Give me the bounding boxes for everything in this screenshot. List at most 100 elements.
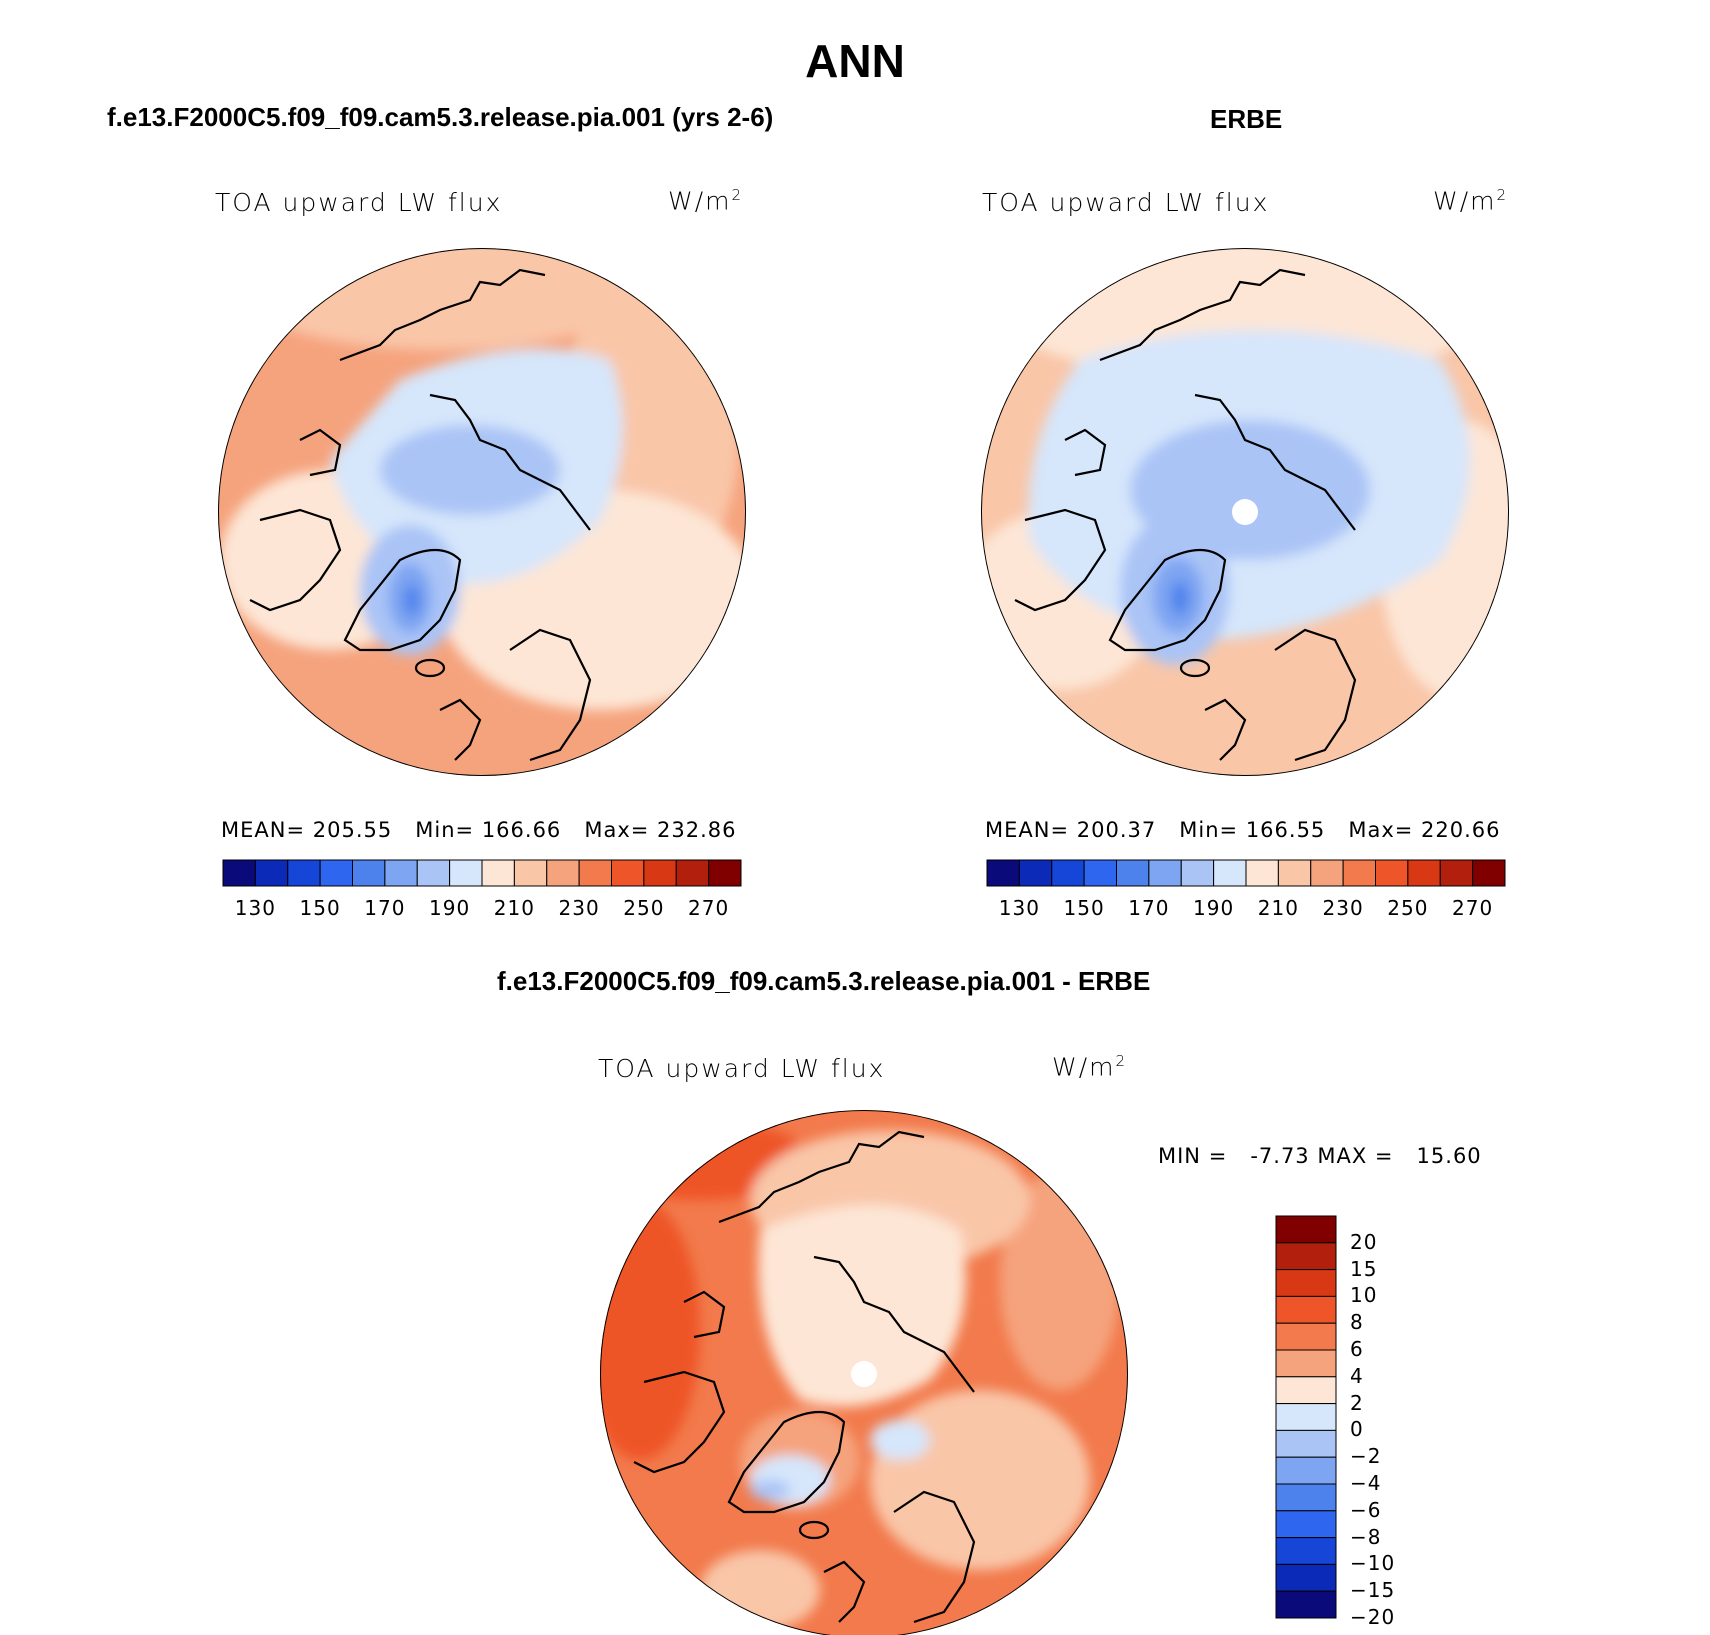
panel-obs-units: W/m2 bbox=[1433, 186, 1509, 216]
colorbar-model-swatch bbox=[546, 859, 580, 887]
map-model-coastlines bbox=[249, 268, 592, 762]
map-obs bbox=[981, 248, 1509, 776]
panel-obs-stats: MEAN= 200.37 Min= 166.55 Max= 220.66 bbox=[985, 818, 1501, 842]
colorbar-diff bbox=[1275, 1215, 1337, 1619]
colorbar-diff-swatch bbox=[1275, 1215, 1337, 1244]
colorbar-model-swatch bbox=[449, 859, 483, 887]
colorbar-obs-swatch bbox=[1439, 859, 1474, 887]
map-diff-pole-gap bbox=[851, 1361, 877, 1387]
colorbar-obs-swatch bbox=[1245, 859, 1279, 887]
colorbar-obs-swatch bbox=[1180, 859, 1215, 887]
panel-obs-variable: TOA upward LW flux bbox=[982, 188, 1270, 217]
colorbar-obs-swatch bbox=[1116, 859, 1150, 887]
colorbar-diff-tick-label: −20 bbox=[1350, 1605, 1396, 1629]
colorbar-model-swatch bbox=[384, 859, 418, 887]
colorbar-diff-swatch bbox=[1275, 1295, 1337, 1324]
colorbar-diff-tick-label: 8 bbox=[1350, 1310, 1364, 1335]
map-diff bbox=[600, 1110, 1128, 1635]
colorbar-model-swatch bbox=[254, 859, 289, 887]
panel-model-variable: TOA upward LW flux bbox=[215, 188, 503, 217]
colorbar-model-tick-label: 190 bbox=[429, 896, 471, 920]
colorbar-diff-tick-label: 4 bbox=[1350, 1363, 1364, 1388]
colorbar-obs-swatch bbox=[1148, 859, 1182, 887]
colorbar-diff-swatch bbox=[1275, 1242, 1337, 1271]
panel-diff-stats: MIN = -7.73 MAX = 15.60 bbox=[1158, 1144, 1482, 1168]
colorbar-model-swatch bbox=[416, 859, 451, 887]
colorbar-diff-swatch bbox=[1275, 1429, 1337, 1458]
map-model bbox=[218, 248, 746, 776]
colorbar-model-swatch bbox=[319, 859, 353, 887]
colorbar-diff-swatch bbox=[1275, 1590, 1337, 1619]
colorbar-model-tick-label: 230 bbox=[558, 896, 600, 920]
colorbar-diff-tick-label: 15 bbox=[1350, 1256, 1378, 1281]
colorbar-diff-tick-label: −4 bbox=[1350, 1471, 1382, 1495]
colorbar-obs-tick-label: 190 bbox=[1193, 896, 1235, 920]
colorbar-obs-tick-label: 270 bbox=[1452, 896, 1494, 920]
colorbar-model-swatch bbox=[708, 859, 742, 887]
colorbar-diff-tick-label: −8 bbox=[1350, 1524, 1382, 1549]
colorbar-obs-swatch bbox=[1375, 859, 1409, 887]
colorbar-obs-swatch bbox=[1472, 859, 1506, 887]
panel-diff-title: f.e13.F2000C5.f09_f09.cam5.3.release.pia… bbox=[497, 966, 1151, 996]
colorbar-obs-swatch bbox=[986, 859, 1020, 887]
colorbar-obs-tick-label: 250 bbox=[1387, 896, 1429, 920]
colorbar-model-swatch bbox=[222, 859, 256, 887]
colorbar-diff-tick-label: −6 bbox=[1350, 1497, 1382, 1522]
map-diff-coastlines bbox=[633, 1130, 976, 1624]
colorbar-obs-swatch bbox=[1213, 859, 1247, 887]
colorbar-diff-tick-label: 2 bbox=[1350, 1390, 1364, 1415]
colorbar-model-swatch bbox=[513, 859, 548, 887]
panel-model-units: W/m2 bbox=[668, 186, 744, 216]
colorbar-obs-swatch bbox=[1083, 859, 1117, 887]
panel-obs-title: ERBE bbox=[1210, 104, 1283, 134]
colorbar-obs-swatch bbox=[1342, 859, 1376, 887]
colorbar-model-swatch bbox=[287, 859, 321, 887]
colorbar-model-swatch bbox=[578, 859, 612, 887]
colorbar-model-tick-label: 170 bbox=[364, 896, 406, 920]
colorbar-diff-swatch bbox=[1275, 1376, 1337, 1405]
colorbar-diff-swatch bbox=[1275, 1483, 1337, 1512]
colorbar-obs-swatch bbox=[1018, 859, 1053, 887]
colorbar-obs-tick-label: 170 bbox=[1128, 896, 1170, 920]
colorbar-model-swatch bbox=[611, 859, 645, 887]
colorbar-model-tick-label: 250 bbox=[623, 896, 665, 920]
panel-model-stats: MEAN= 205.55 Min= 166.66 Max= 232.86 bbox=[221, 818, 737, 842]
map-obs-coastlines bbox=[1014, 268, 1357, 762]
colorbar-diff-swatch bbox=[1275, 1322, 1337, 1351]
colorbar-diff-tick-label: −10 bbox=[1350, 1551, 1396, 1576]
map-obs-pole-gap bbox=[1232, 499, 1258, 525]
colorbar-model-tick-label: 210 bbox=[493, 896, 535, 920]
colorbar-diff-swatch bbox=[1275, 1349, 1337, 1378]
colorbar-model-tick-label: 150 bbox=[299, 896, 341, 920]
colorbar-diff-swatch bbox=[1275, 1456, 1337, 1485]
colorbar-diff-tick-label: −15 bbox=[1350, 1578, 1396, 1603]
colorbar-diff-tick-label: 10 bbox=[1350, 1283, 1378, 1308]
colorbar-model-swatch bbox=[675, 859, 710, 887]
colorbar-obs-swatch bbox=[1407, 859, 1441, 887]
colorbar-diff-swatch bbox=[1275, 1537, 1337, 1565]
colorbar-obs-tick-label: 230 bbox=[1322, 896, 1364, 920]
colorbar-diff-tick-label: −2 bbox=[1350, 1444, 1382, 1469]
colorbar-obs bbox=[986, 859, 1506, 887]
colorbar-model-tick-label: 130 bbox=[234, 896, 276, 920]
colorbar-model-tick-label: 270 bbox=[688, 896, 730, 920]
colorbar-diff-swatch bbox=[1275, 1510, 1337, 1539]
colorbar-obs-tick-label: 130 bbox=[998, 896, 1040, 920]
figure-title: ANN bbox=[805, 35, 905, 87]
colorbar-model-swatch bbox=[352, 859, 386, 887]
colorbar-model-swatch bbox=[481, 859, 515, 887]
colorbar-diff-tick-label: 6 bbox=[1350, 1337, 1364, 1361]
panel-diff-units: W/m2 bbox=[1052, 1052, 1128, 1082]
colorbar-diff-swatch bbox=[1275, 1403, 1337, 1431]
colorbar-diff-swatch bbox=[1275, 1269, 1337, 1297]
colorbar-model-swatch bbox=[643, 859, 677, 887]
colorbar-diff-tick-label: 0 bbox=[1350, 1417, 1364, 1442]
panel-diff-variable: TOA upward LW flux bbox=[598, 1054, 886, 1083]
colorbar-obs-swatch bbox=[1277, 859, 1312, 887]
panel-model-title: f.e13.F2000C5.f09_f09.cam5.3.release.pia… bbox=[107, 102, 774, 132]
colorbar-model bbox=[222, 859, 742, 887]
colorbar-diff-swatch bbox=[1275, 1563, 1337, 1592]
colorbar-diff-tick-label: 20 bbox=[1350, 1229, 1378, 1254]
colorbar-obs-swatch bbox=[1051, 859, 1085, 887]
